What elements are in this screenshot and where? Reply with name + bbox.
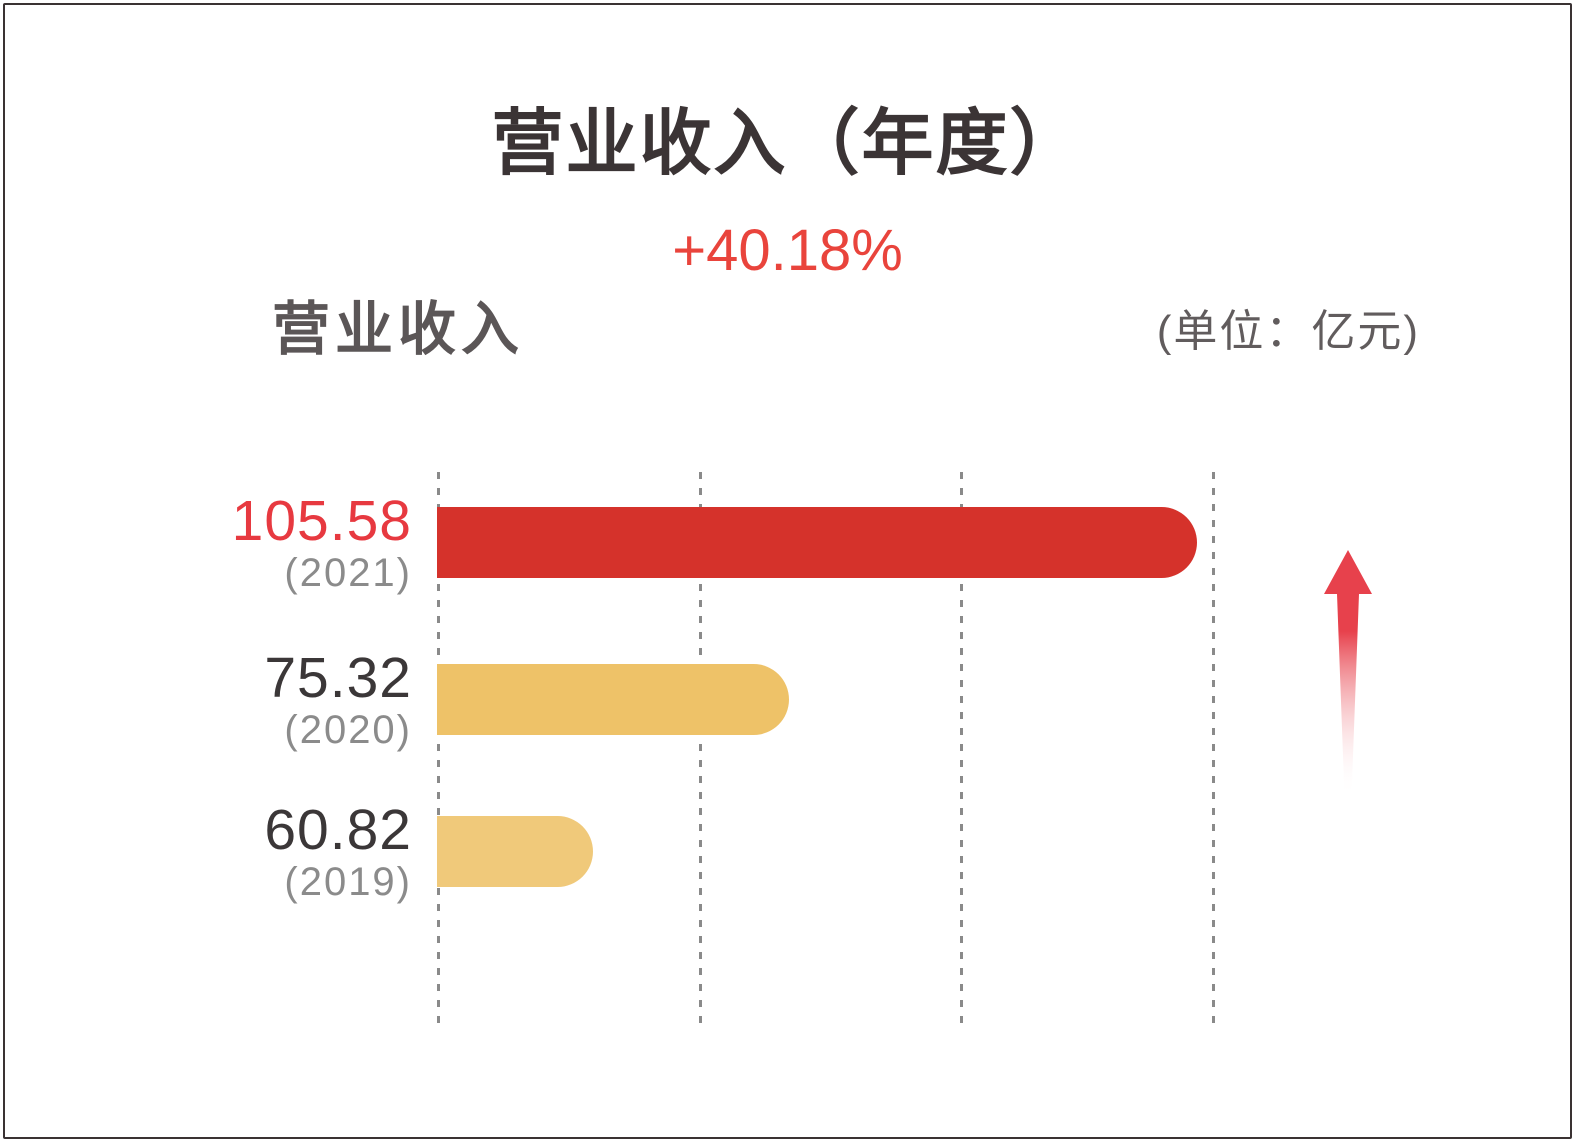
series-label: 营业收入 [272, 297, 525, 362]
bar-2019 [437, 816, 593, 887]
chart-title: 营业收入（年度） [491, 104, 1084, 184]
bar-value-2019: 60.82 [264, 798, 412, 862]
bar-value-2020: 75.32 [264, 646, 412, 710]
bar-year-2021: (2021) [284, 551, 412, 595]
growth-up-arrow-icon [1324, 550, 1372, 796]
bar-2021 [437, 507, 1197, 578]
frame-border [3, 3, 1572, 1139]
gridline-3 [960, 472, 963, 1029]
change-percentage: +40.18% [672, 218, 903, 283]
gridline-4 [1212, 472, 1215, 1029]
label-2021: 105.58 (2021) [232, 491, 412, 593]
bar-2020 [437, 664, 789, 735]
label-2020: 75.32 (2020) [264, 648, 412, 750]
gridline-1 [437, 472, 440, 1029]
bar-value-2021: 105.58 [231, 489, 412, 553]
bar-year-2020: (2020) [284, 708, 412, 752]
gridline-2 [699, 472, 702, 1029]
unit-label: (单位：亿元) [1156, 307, 1420, 356]
bar-year-2019: (2019) [284, 860, 412, 904]
label-2019: 60.82 (2019) [264, 800, 412, 902]
